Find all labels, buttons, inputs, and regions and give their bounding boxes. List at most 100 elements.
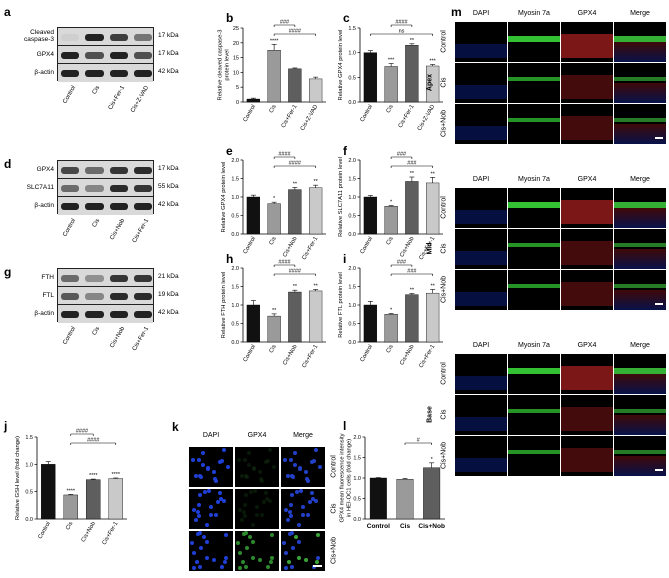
cell-nucleus [207, 489, 212, 494]
cell-nucleus [242, 458, 247, 463]
fluorescence-image [614, 229, 666, 269]
protein-band [109, 33, 128, 41]
row-label: Cis [440, 243, 448, 254]
significance-stars: *** [388, 58, 395, 64]
blot-row-label: FTH [41, 273, 54, 281]
cell-nucleus [204, 522, 209, 527]
blot-row-label: β-actin [34, 201, 54, 209]
x-tick-label: Cis+Nob [282, 236, 298, 258]
cell-nucleus [290, 531, 295, 536]
fluorescence-image [561, 22, 613, 62]
cell-nucleus [266, 565, 271, 570]
significance-stars: ** [293, 284, 298, 290]
cell-nucleus [248, 535, 253, 540]
panel-letter-l: l [343, 419, 346, 433]
significance-stars: ** [313, 283, 318, 289]
x-tick-label: Cis+Z-VAD [417, 104, 437, 132]
cell-nucleus [193, 518, 198, 523]
cell-nucleus [306, 512, 311, 517]
blot-row [58, 161, 153, 179]
fluorescence-image [455, 395, 507, 435]
cell-nucleus [239, 518, 244, 523]
column-header: DAPI [472, 176, 490, 183]
cell-nucleus [262, 500, 267, 505]
tissue-layer [455, 417, 507, 431]
cell-nucleus [208, 504, 213, 509]
bar [425, 182, 440, 235]
cell-nucleus [296, 522, 301, 527]
blot-row [58, 287, 153, 305]
fluorescence-image [614, 354, 666, 394]
kda-label: 17 kDa [158, 165, 179, 172]
cell-nucleus [205, 540, 210, 544]
cell-nucleus [294, 535, 299, 540]
blot-row-label: FTL [42, 291, 54, 299]
y-axis-label: Relative cleaved caspase-3protein level [218, 30, 231, 101]
bracket-label: #### [395, 20, 408, 26]
chart-c: c 0.0 0.5 1.0 1.5 Relative GPX4 protein level… [338, 11, 443, 132]
protein-band [109, 51, 128, 59]
y-tick-label: 1.5 [348, 285, 356, 291]
x-tick-label: Control [243, 104, 258, 123]
row-label: Cis [440, 409, 448, 420]
protein-band [85, 166, 104, 174]
bracket-label: # [417, 438, 421, 444]
region-label: Base [426, 406, 434, 423]
significance-stars: ** [410, 288, 415, 294]
y-axis-label: Relative SLC7A11 protein level [338, 157, 344, 237]
cell-nucleus [290, 546, 295, 551]
y-tick-label: 2.0 [348, 266, 356, 272]
y-tick-label: 1.5 [353, 456, 361, 462]
scale-bar [655, 137, 663, 139]
cell-nucleus [219, 496, 224, 501]
bar [308, 187, 323, 235]
bracket-label: ### [397, 260, 407, 266]
panel-letter-i: i [343, 252, 346, 266]
x-tick-label: Cis [268, 236, 277, 246]
y-tick-label: 0.5 [353, 497, 361, 503]
bar [384, 314, 398, 343]
cell-nucleus [242, 514, 247, 519]
blot-row-label: Cleaved caspase-3 [24, 29, 54, 43]
cell-nucleus [249, 490, 254, 495]
bar [63, 494, 78, 520]
tissue-layer [508, 368, 560, 374]
cell-nucleus [282, 541, 287, 546]
chart-i: i 0.0 0.5 1.0 1.5 2.0 Relative FTL protein lev… [338, 252, 443, 369]
y-tick-label: 0.5 [231, 214, 239, 220]
cell-nucleus [260, 478, 265, 483]
column-header: Merge [630, 176, 650, 183]
region-label: Mid [426, 242, 434, 255]
y-tick-label: 1.5 [25, 435, 33, 441]
cell-nucleus [287, 531, 292, 536]
y-tick-label: 1.0 [353, 476, 361, 482]
kda-label: 42 kDa [158, 309, 179, 316]
y-tick-label: 0.5 [231, 322, 239, 328]
row-label: Control [330, 455, 338, 478]
bar [288, 189, 302, 235]
tissue-layer [561, 34, 613, 58]
fluorescence-image [189, 489, 233, 529]
protein-band [109, 274, 128, 282]
overlay-layer [614, 374, 666, 394]
cell-nucleus [221, 498, 226, 503]
cell-nucleus [237, 507, 242, 512]
cell-nucleus [236, 541, 241, 546]
bar [41, 464, 56, 520]
column-header: GPX4 [577, 342, 597, 349]
cell-nucleus [272, 465, 277, 470]
tissue-layer [561, 200, 613, 224]
significance-stars: * [431, 457, 434, 463]
protein-band [133, 184, 152, 192]
bar [86, 479, 101, 520]
region-label: Apex [426, 73, 434, 92]
protein-band [85, 310, 104, 318]
blot-row [58, 269, 153, 287]
significance-stars: **** [270, 38, 279, 44]
fluorescence-image [561, 63, 613, 103]
fluorescence-image [508, 354, 560, 394]
cell-nucleus [258, 557, 263, 562]
cell-nucleus [214, 478, 219, 483]
cell-nucleus [191, 507, 196, 512]
